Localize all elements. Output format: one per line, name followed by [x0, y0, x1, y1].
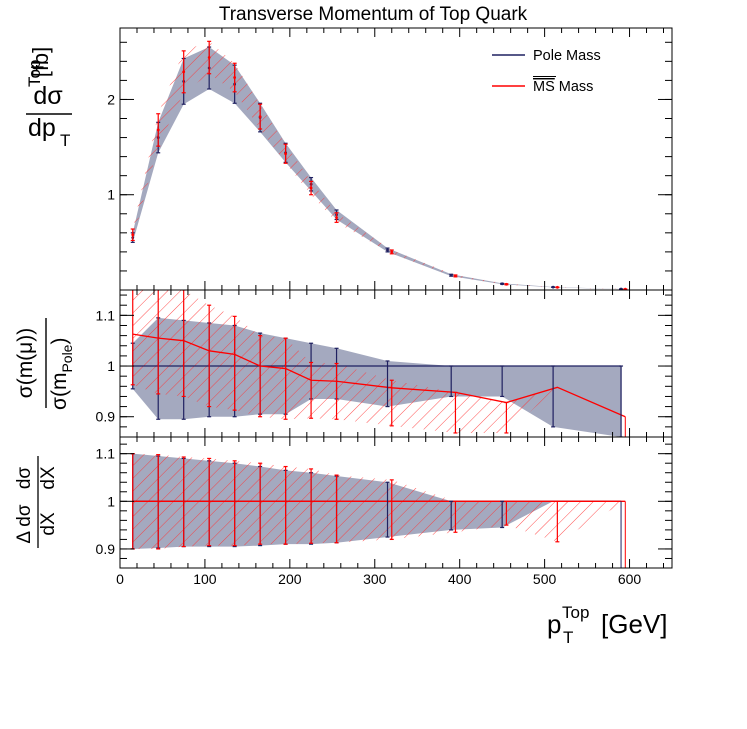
msbar-point: [555, 285, 559, 289]
x-tick-label: 600: [618, 571, 642, 587]
ylabel-top-den: dp: [28, 114, 56, 142]
ylabel-unc-bot-a: dX: [38, 512, 59, 536]
x-tick-label: 300: [363, 571, 387, 587]
pole-point: [500, 282, 504, 286]
msbar-band: [132, 290, 626, 433]
msbar-point: [505, 282, 508, 286]
ylabel-top-num: dσ: [33, 82, 63, 110]
x-tick-label: 0: [116, 571, 124, 587]
pole-point: [551, 285, 555, 289]
y-tick-label: 1: [107, 187, 115, 203]
msbar-line: [132, 333, 626, 418]
xlabel-sup: Top: [562, 603, 589, 622]
msbar-point: [309, 186, 313, 190]
pole-point: [449, 273, 453, 277]
panel-top: 12: [107, 27, 673, 291]
ylabel-unc-top-a: Δ dσ: [14, 504, 35, 543]
ylabel-top-den-sub: T: [60, 131, 70, 150]
ylabel-ratio-den-sub: Pole: [59, 344, 75, 372]
y-tick-label: 1.1: [96, 307, 116, 323]
x-tick-label: 500: [533, 571, 557, 587]
ylabel-ratio-den: σ(mPole): [48, 338, 75, 410]
x-tick-label: 200: [278, 571, 302, 587]
x-tick-label: 400: [448, 571, 472, 587]
plot-panels: 120.911.10.911.10 100 200 300 400 500 600: [96, 27, 673, 587]
msbar-point: [623, 287, 627, 290]
ylabel-ratio: σ(m(μ)) σ(mPole): [14, 318, 75, 410]
msbar-point: [207, 56, 211, 59]
legend-msbar-rest: Mass: [555, 79, 594, 95]
msbar-point: [233, 76, 237, 79]
panel-frame: [119, 436, 673, 569]
xlabel-sub: T: [563, 628, 573, 647]
chart-title: Transverse Momentum of Top Quark: [219, 4, 528, 25]
msbar-point: [454, 274, 457, 278]
x-tick-label: 100: [193, 571, 217, 587]
y-tick-label: 1: [107, 358, 115, 374]
xlabel-unit: [GeV]: [601, 609, 667, 639]
msbar-point: [390, 250, 394, 254]
msbar-band: [132, 41, 626, 290]
y-tick-label: 0.9: [96, 541, 116, 557]
ylabel-ratio-num: σ(m(μ)): [14, 328, 37, 399]
msbar-point: [156, 128, 160, 132]
msbar-point: [335, 216, 338, 219]
pole-point: [386, 248, 389, 252]
legend-pole-label: Pole Mass: [533, 48, 601, 64]
msbar-point: [284, 152, 287, 156]
xlabel: p T Top [GeV]: [547, 603, 667, 647]
ylabel-unc-bot-b: dX: [38, 466, 59, 490]
y-tick-label: 1.1: [96, 446, 116, 462]
ylabel-ratio-den-close: ): [48, 338, 71, 345]
msbar-point: [131, 233, 135, 237]
y-tick-label: 0.9: [96, 409, 116, 425]
pole-point: [619, 287, 623, 290]
panel-ratio: 0.9 1 1.1: [96, 289, 673, 438]
legend-msbar-overline: MS: [533, 79, 555, 95]
ylabel-unc-top-b: dσ: [14, 467, 35, 490]
msbar-point: [258, 115, 262, 119]
ylabel-unc: Δ dσ dσ dX dX: [14, 456, 59, 548]
ylabel-top-den-sup: Top: [25, 60, 44, 87]
ylabel-top-unit: [fb]: [28, 47, 53, 78]
plot-area-unc: [130, 453, 626, 568]
msbar-point: [182, 70, 186, 74]
xlabel-main: p: [547, 609, 561, 639]
y-tick-label: 1: [107, 493, 115, 509]
y-tick-label: 2: [107, 91, 115, 107]
panel-unc: 0.9 1 1.1: [96, 436, 673, 569]
ylabel-top: dσ dp T Top [fb]: [25, 47, 72, 150]
legend-msbar-label: MS Mass: [533, 79, 593, 95]
plot-area-top: [130, 40, 628, 290]
legend: Pole Mass MS Mass: [492, 48, 601, 95]
plot-area-ratio: [130, 290, 626, 437]
